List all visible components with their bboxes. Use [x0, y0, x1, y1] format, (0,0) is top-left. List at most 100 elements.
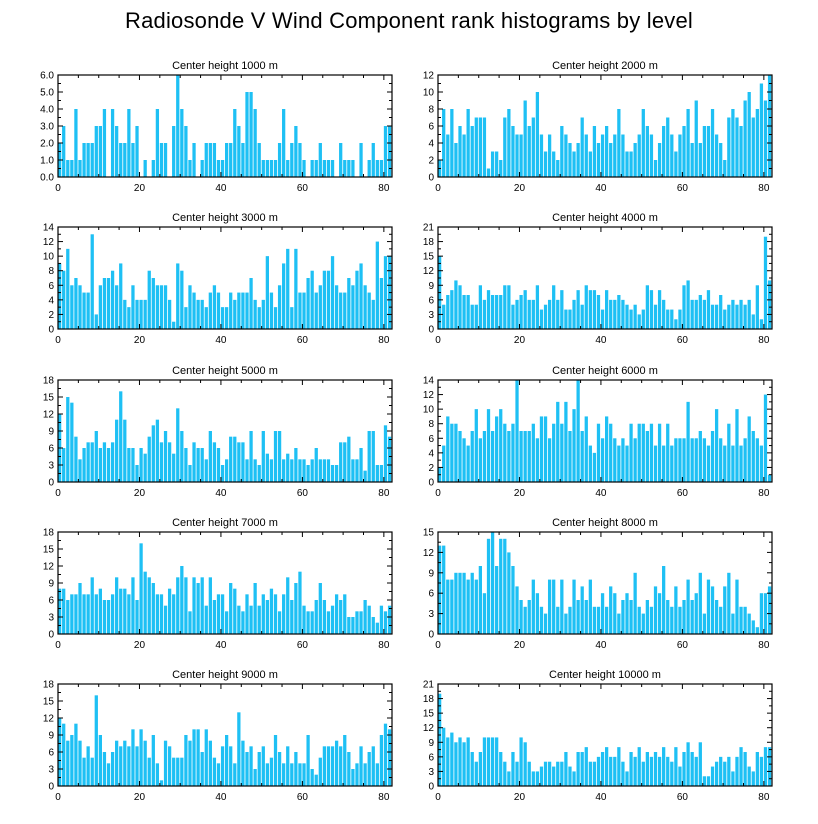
x-tick-label: 0	[55, 488, 61, 499]
histogram-bar	[314, 774, 318, 786]
histogram-bar	[739, 299, 743, 329]
y-tick-label: 0	[428, 782, 434, 793]
histogram-bar	[351, 160, 355, 177]
y-tick-label: 18	[423, 694, 435, 705]
histogram-bar	[261, 594, 265, 634]
histogram-bar	[233, 436, 237, 482]
histogram-bar	[70, 735, 74, 786]
histogram-bar	[747, 416, 751, 482]
histogram-bar	[74, 436, 78, 482]
x-tick-label: 60	[677, 183, 689, 194]
histogram-bar	[576, 600, 580, 634]
y-tick-label: 15	[43, 545, 55, 556]
histogram-bar	[347, 752, 351, 786]
histogram-bar	[702, 438, 707, 482]
x-tick-label: 40	[595, 488, 607, 499]
histogram-bar	[507, 431, 511, 482]
histogram-bar	[629, 600, 633, 634]
histogram-bar	[727, 423, 731, 482]
histogram-bar	[519, 295, 523, 329]
histogram-bar	[731, 613, 735, 634]
histogram-bar	[511, 752, 515, 786]
histogram-bar	[253, 109, 257, 177]
histogram-bar	[486, 737, 491, 786]
x-tick-label: 20	[134, 792, 146, 803]
histogram-bar	[269, 757, 274, 786]
histogram-bar	[759, 756, 764, 786]
histogram-bar	[719, 606, 723, 634]
histogram-bar	[188, 740, 192, 786]
histogram-bar	[682, 752, 686, 786]
histogram-bar	[649, 134, 654, 177]
y-tick-label: 2	[48, 310, 54, 321]
histogram-bar	[343, 735, 347, 786]
histogram-bar	[568, 143, 572, 177]
x-tick-label: 60	[677, 640, 689, 651]
histogram-bar	[339, 746, 343, 786]
histogram-bar	[588, 579, 592, 634]
histogram-bar	[326, 611, 331, 634]
histogram-bar	[751, 620, 755, 634]
histogram-bar	[322, 746, 327, 786]
histogram-bar	[159, 442, 164, 482]
y-tick-label: 15	[43, 393, 55, 404]
histogram-bar	[131, 448, 135, 482]
histogram-bar	[225, 307, 229, 329]
histogram-bar	[474, 579, 478, 634]
x-tick-label: 60	[677, 335, 689, 346]
histogram-bar	[180, 431, 184, 482]
histogram-bar	[560, 761, 564, 786]
y-tick-label: 0	[428, 173, 434, 184]
histogram-bar	[645, 752, 649, 786]
histogram-bar	[678, 606, 682, 634]
y-tick-label: 6	[428, 295, 434, 306]
histogram-bar	[127, 594, 131, 634]
panel-4-title: Center height 4000 m	[552, 212, 658, 224]
histogram-bar	[326, 746, 331, 786]
histogram-bar	[438, 693, 442, 786]
histogram-bar	[143, 299, 147, 329]
histogram-bar	[572, 771, 576, 786]
histogram-bar	[62, 270, 66, 329]
histogram-bar	[617, 295, 621, 329]
histogram-bar	[662, 299, 666, 329]
histogram-bar	[556, 160, 560, 177]
histogram-bar	[115, 740, 119, 786]
x-tick-label: 0	[435, 183, 441, 194]
histogram-bar	[273, 307, 278, 329]
histogram-bar	[233, 588, 237, 634]
histogram-bar	[478, 117, 482, 177]
histogram-bar	[446, 737, 450, 786]
histogram-bar	[155, 285, 160, 329]
histogram-bar	[723, 309, 727, 329]
histogram-bar	[507, 552, 511, 634]
histogram-bar	[539, 309, 544, 329]
y-tick-label: 14	[43, 223, 55, 234]
histogram-bar	[682, 438, 686, 482]
histogram-bar	[192, 729, 196, 786]
histogram-bar	[102, 109, 107, 177]
histogram-bar	[212, 143, 217, 177]
histogram-bar	[135, 746, 139, 786]
histogram-bar	[556, 299, 560, 329]
histogram-bar	[731, 445, 735, 482]
histogram-bar	[225, 143, 229, 177]
histogram-bar	[670, 134, 674, 177]
histogram-bar	[139, 729, 143, 786]
histogram-bar	[172, 453, 176, 482]
histogram-bar	[351, 459, 355, 482]
histogram-bar	[580, 431, 584, 482]
histogram-bar	[682, 600, 686, 634]
histogram-bar	[674, 747, 678, 786]
histogram-bar	[387, 605, 392, 634]
histogram-bar	[478, 285, 482, 329]
histogram-bar	[613, 756, 617, 786]
histogram-bar	[115, 419, 119, 482]
histogram-bar	[200, 160, 204, 177]
histogram-bar	[351, 285, 355, 329]
y-tick-label: 0	[48, 782, 54, 793]
histogram-bar	[257, 752, 261, 786]
histogram-bar	[657, 756, 662, 786]
histogram-bar	[306, 735, 310, 786]
histogram-bar	[102, 600, 107, 634]
